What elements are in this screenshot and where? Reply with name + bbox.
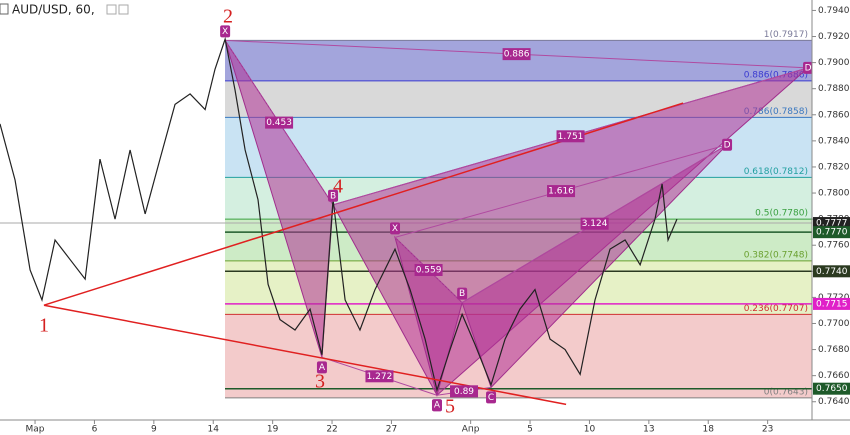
- point-label: X: [392, 224, 398, 234]
- x-tick-label: 27: [386, 425, 397, 435]
- point-label: D: [724, 140, 731, 150]
- point-label: A: [434, 401, 441, 411]
- wave-label: 2: [223, 6, 233, 28]
- ratio-label: 0.886: [504, 50, 530, 60]
- y-tick-label: 0.7640: [818, 397, 850, 407]
- wave-label: 3: [315, 371, 325, 393]
- point-badge: [431, 399, 442, 412]
- ratio-label: 0.89: [454, 387, 474, 397]
- y-tick-label: 0.7820: [818, 162, 850, 172]
- y-tick-label: 0.7880: [818, 84, 850, 94]
- fib-label: 0.236(0.7707): [744, 304, 808, 314]
- fib-band: [225, 40, 812, 81]
- ratio-badge: [414, 264, 443, 276]
- point-label: A: [319, 363, 326, 373]
- y-tick-label: 0.7840: [818, 136, 850, 146]
- y-tick-label: 0.7920: [818, 32, 850, 42]
- y-tick-label: 0.7940: [818, 6, 850, 16]
- price-badge: [813, 297, 850, 310]
- symbol-icon: [0, 3, 9, 15]
- pattern-leg: [224, 40, 334, 206]
- point-badge: [722, 138, 733, 151]
- x-tick-label: 5: [527, 425, 533, 435]
- ratio-label: 3.124: [582, 219, 608, 229]
- fib-label: 0(0.7643): [764, 387, 808, 397]
- wave-label: 4: [333, 176, 343, 198]
- x-tick-label: 14: [208, 425, 220, 435]
- fib-label: 0.618(0.7812): [744, 167, 808, 177]
- price-badge-label: 0.7740: [816, 267, 848, 277]
- ratio-label: 0.559: [416, 266, 442, 276]
- point-badge: [457, 287, 468, 300]
- fib-label: 0.5(0.7780): [755, 209, 808, 219]
- toggle-icon[interactable]: [106, 4, 117, 15]
- point-label: B: [459, 289, 465, 299]
- x-tick-label: 6: [92, 425, 98, 435]
- trendline: [43, 304, 567, 406]
- fib-label: 0.786(0.7858): [744, 107, 808, 117]
- price-axis: [812, 0, 850, 420]
- chart-title: AUD/USD, 60,: [12, 3, 95, 17]
- price-badge-label: 0.7650: [816, 384, 848, 394]
- point-label: C: [488, 393, 494, 403]
- x-tick-label: 18: [703, 425, 715, 435]
- fib-label: 0.886(0.7886): [744, 70, 808, 80]
- ratio-label: 1.616: [548, 187, 574, 197]
- x-tick-label: 22: [326, 425, 337, 435]
- point-badge: [316, 361, 327, 374]
- fib-label: 0.382(0.7748): [744, 250, 808, 260]
- x-tick-label: Мар: [26, 425, 45, 435]
- point-label: X: [222, 27, 228, 37]
- y-tick-label: 0.7800: [818, 189, 850, 199]
- pattern-leg: [394, 237, 463, 303]
- point-label: D: [805, 63, 812, 73]
- point-label: B: [330, 191, 336, 201]
- ratio-badge: [580, 217, 609, 230]
- x-tick-label: 13: [643, 425, 654, 435]
- y-tick-label: 0.7760: [818, 241, 850, 251]
- x-tick-label: 10: [584, 425, 596, 435]
- plot-layer: [0, 36, 809, 398]
- x-tick-label: 19: [267, 425, 279, 435]
- price-badge: [813, 217, 850, 230]
- axis-layer: 0.7640 0.7660 0.7680 0.7700 0.7720 0.7740 0.77…: [26, 6, 850, 435]
- ratio-badge: [365, 370, 394, 383]
- x-tick-label: Апр: [462, 425, 480, 435]
- ratio-label: 1.751: [558, 132, 584, 142]
- y-tick-label: 0.7680: [818, 345, 850, 355]
- ratio-label: 1.272: [367, 372, 393, 382]
- toggle-icon[interactable]: [118, 4, 129, 15]
- ratio-badge: [265, 116, 294, 129]
- price-badge: [813, 265, 850, 278]
- y-tick-label: 0.7660: [818, 371, 850, 381]
- overlay-layer: 0.453 1.272 1.751 0.886 X A B A D 0.559 0.89 3.124 1…: [39, 6, 814, 418]
- price-badge-label: 0.7770: [816, 228, 848, 238]
- y-tick-label: 0.7900: [818, 58, 850, 68]
- y-tick-label: 0.7720: [818, 293, 850, 303]
- x-tick-label: 23: [762, 425, 773, 435]
- wave-label: 5: [445, 396, 455, 418]
- point-badge: [220, 25, 231, 38]
- price-badge-label: 0.7715: [816, 299, 848, 309]
- ratio-badge: [556, 130, 585, 143]
- y-tick-label: 0.7700: [818, 319, 850, 329]
- ratio-badge: [547, 185, 576, 198]
- fib-label: 1(0.7917): [764, 30, 808, 40]
- point-badge: [486, 391, 497, 404]
- wave-label: 1: [39, 315, 49, 337]
- ratio-badge: [502, 48, 531, 61]
- ratio-badge: [450, 385, 479, 398]
- point-badge: [803, 61, 814, 74]
- price-badge-label: 0.7777: [816, 219, 848, 229]
- x-tick-label: 9: [151, 425, 157, 435]
- ratio-label: 0.453: [266, 118, 292, 128]
- point-badge: [328, 189, 339, 202]
- price-badge: [813, 226, 850, 239]
- price-badge: [813, 382, 850, 395]
- y-tick-label: 0.7860: [818, 110, 850, 120]
- point-badge: [390, 222, 401, 235]
